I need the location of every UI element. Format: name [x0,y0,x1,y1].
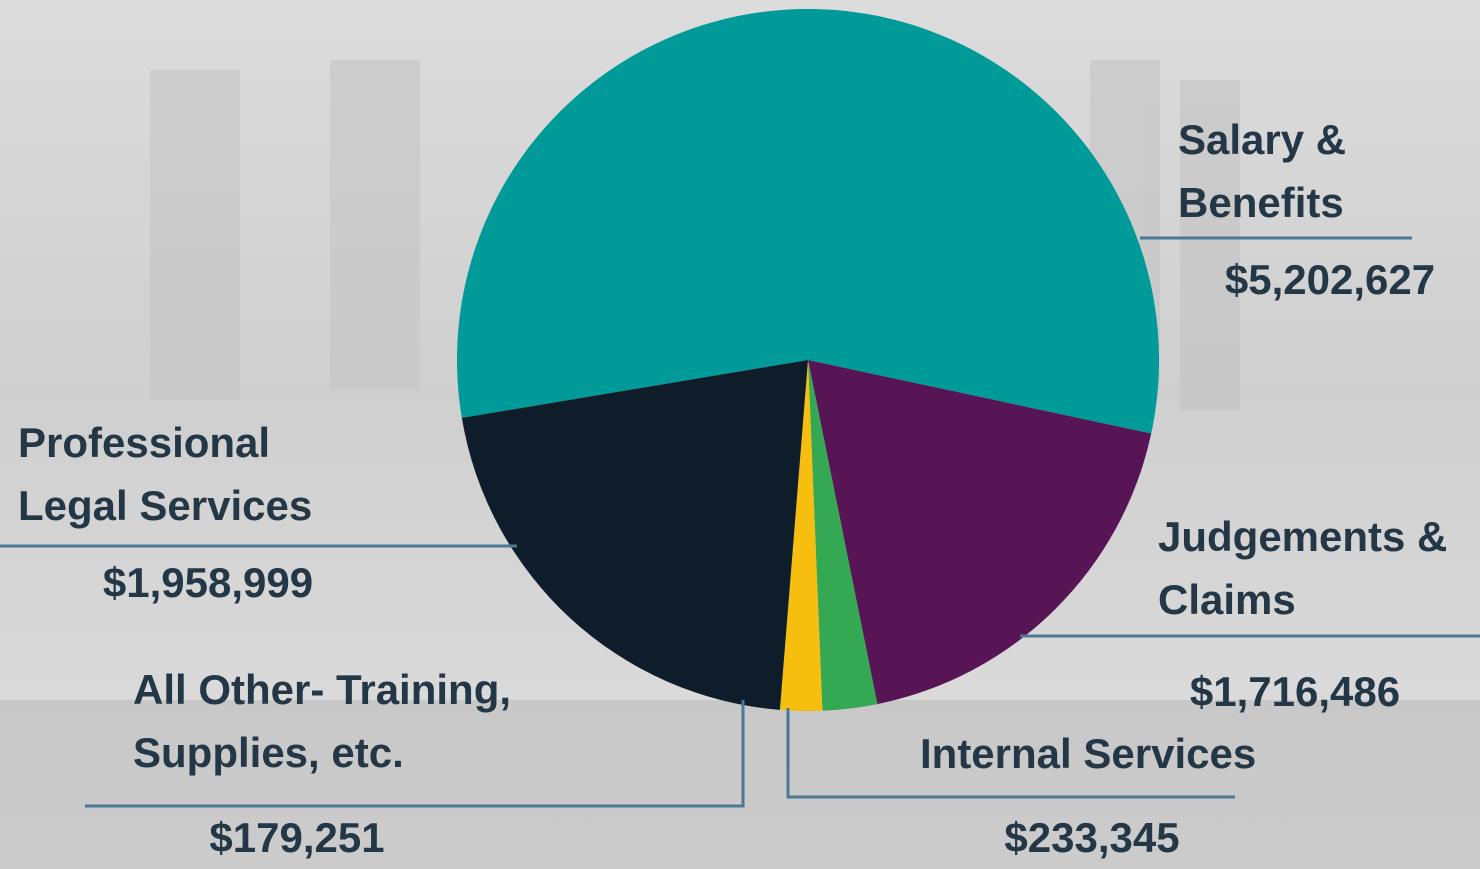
window [150,70,240,400]
window [330,60,420,390]
page: (() => { const data = JSON.parse(documen… [0,0,1480,869]
value-label: $1,716,486 [1095,667,1480,717]
value-label: $5,202,627 [1130,255,1480,305]
slice-label: Internal Services [920,722,1256,785]
slice-label: Salary & Benefits [1178,108,1398,234]
value-label: $233,345 [892,813,1292,863]
slice-label: Professional Legal Services [18,411,338,537]
value-label: $1,958,999 [8,558,408,608]
slice-label: Judgements & Claims [1158,505,1480,631]
slice-label: All Other- Training, Supplies, etc. [133,658,573,784]
value-label: $179,251 [97,813,497,863]
